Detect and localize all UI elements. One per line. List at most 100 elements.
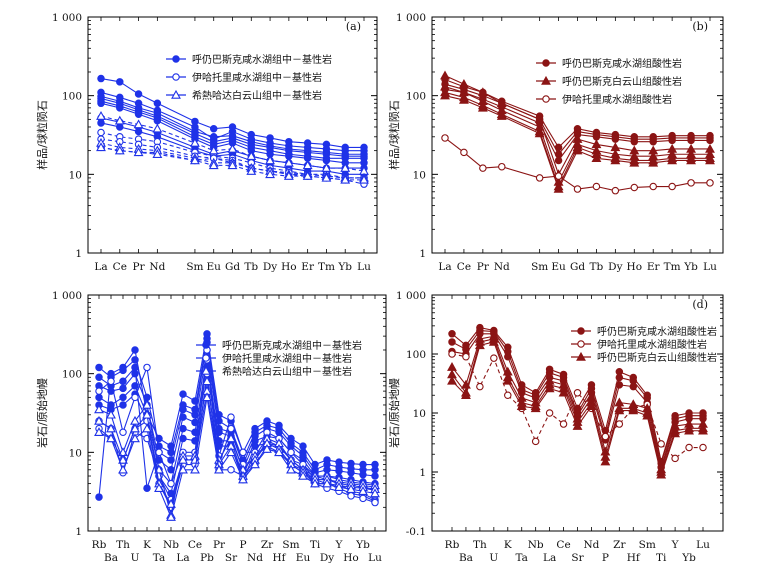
data-point (615, 420, 624, 428)
data-point (94, 415, 104, 425)
legend-marker (576, 351, 586, 361)
x-category-label: P (239, 539, 246, 551)
data-point (97, 128, 105, 137)
data-point (334, 482, 344, 491)
data-point (699, 443, 707, 452)
data-point (530, 403, 541, 413)
x-category-label: Y (671, 539, 680, 551)
x-category-label: Dy (608, 261, 622, 273)
data-point (134, 127, 143, 136)
data-point (118, 454, 128, 464)
data-point (152, 123, 163, 133)
data-point (657, 440, 665, 448)
legend-label: 希熱哈达白云山组中－基性岩 (222, 365, 352, 378)
legend-marker (171, 89, 181, 99)
data-point (671, 454, 679, 463)
x-category-label: Ce (457, 261, 471, 273)
data-point (298, 470, 308, 480)
data-point (614, 405, 625, 415)
data-point (629, 382, 638, 391)
data-point (706, 179, 714, 187)
data-point (322, 156, 331, 165)
data-point (559, 420, 568, 428)
data-point (340, 162, 351, 172)
x-category-label: Sm (282, 539, 299, 551)
data-point (166, 498, 176, 508)
legend-label: 伊哈托里咸水湖组酸性岩 (597, 338, 707, 351)
data-point (615, 381, 624, 389)
data-point (488, 336, 499, 346)
x-category-label: La (438, 261, 451, 273)
x-category-label: Ba (459, 552, 473, 564)
data-point (287, 448, 295, 457)
x-category-label: K (504, 539, 512, 551)
x-category-label: U (489, 552, 498, 564)
x-category-label: Ti (656, 552, 667, 564)
legend-label: 伊哈托里咸水湖组中－基性岩 (222, 352, 352, 365)
x-category-label: Lu (696, 539, 710, 551)
data-point (670, 428, 681, 438)
y-axis-label: 岩石/原始地幔 (35, 378, 49, 448)
data-point (705, 155, 715, 165)
data-point (142, 409, 152, 419)
data-point (649, 182, 657, 191)
series-line (100, 115, 365, 172)
data-point (227, 143, 238, 153)
legend-marker (542, 59, 550, 67)
data-point (359, 174, 369, 184)
y-tick-label: 1 (419, 248, 426, 260)
data-point (94, 427, 104, 437)
data-point (322, 478, 332, 488)
data-point (630, 137, 639, 146)
data-point (238, 474, 248, 484)
x-category-label: Ta (153, 552, 165, 564)
data-point (227, 413, 235, 421)
data-point (615, 373, 624, 382)
data-point (275, 428, 283, 437)
data-point (310, 478, 320, 488)
data-point (440, 70, 450, 80)
data-point (97, 99, 105, 108)
legend-marker (202, 354, 210, 362)
x-category-label: Th (116, 539, 130, 551)
data-point (474, 340, 485, 350)
x-category-label: Eu (206, 261, 221, 273)
series-14 (96, 142, 369, 184)
data-point (152, 149, 163, 159)
x-category-label: Sr (225, 552, 238, 564)
x-category-label: Pr (133, 261, 146, 273)
data-point (131, 393, 139, 402)
x-category-label: Hf (272, 552, 286, 564)
legend-label: 希熱哈达白云山组中－基性岩 (192, 89, 322, 102)
data-point (573, 185, 582, 193)
data-point (685, 443, 693, 452)
data-point (591, 153, 602, 163)
x-category-label: Sm (186, 261, 203, 273)
data-point (447, 361, 457, 371)
x-category-label: Lu (357, 261, 371, 273)
data-point (496, 110, 507, 120)
data-point (166, 512, 176, 521)
data-point (190, 464, 200, 474)
data-point (133, 119, 144, 129)
data-point (458, 94, 469, 104)
legend-label: 呼仍巴斯克咸水湖组中－基性岩 (192, 53, 332, 66)
data-point (544, 383, 555, 393)
data-point (321, 172, 332, 182)
data-point (107, 377, 115, 386)
data-point (572, 145, 583, 155)
data-point (502, 375, 513, 385)
data-point (440, 90, 450, 100)
y-axis-label: 样品/球粒陨石 (387, 100, 401, 170)
x-category-label: Pr (477, 261, 490, 273)
y-tick-label: 100 (406, 91, 426, 103)
data-point (687, 136, 695, 145)
data-point (143, 484, 151, 492)
data-point (97, 119, 105, 127)
series-line (100, 146, 364, 181)
data-point (668, 182, 676, 191)
series-12 (94, 392, 380, 521)
